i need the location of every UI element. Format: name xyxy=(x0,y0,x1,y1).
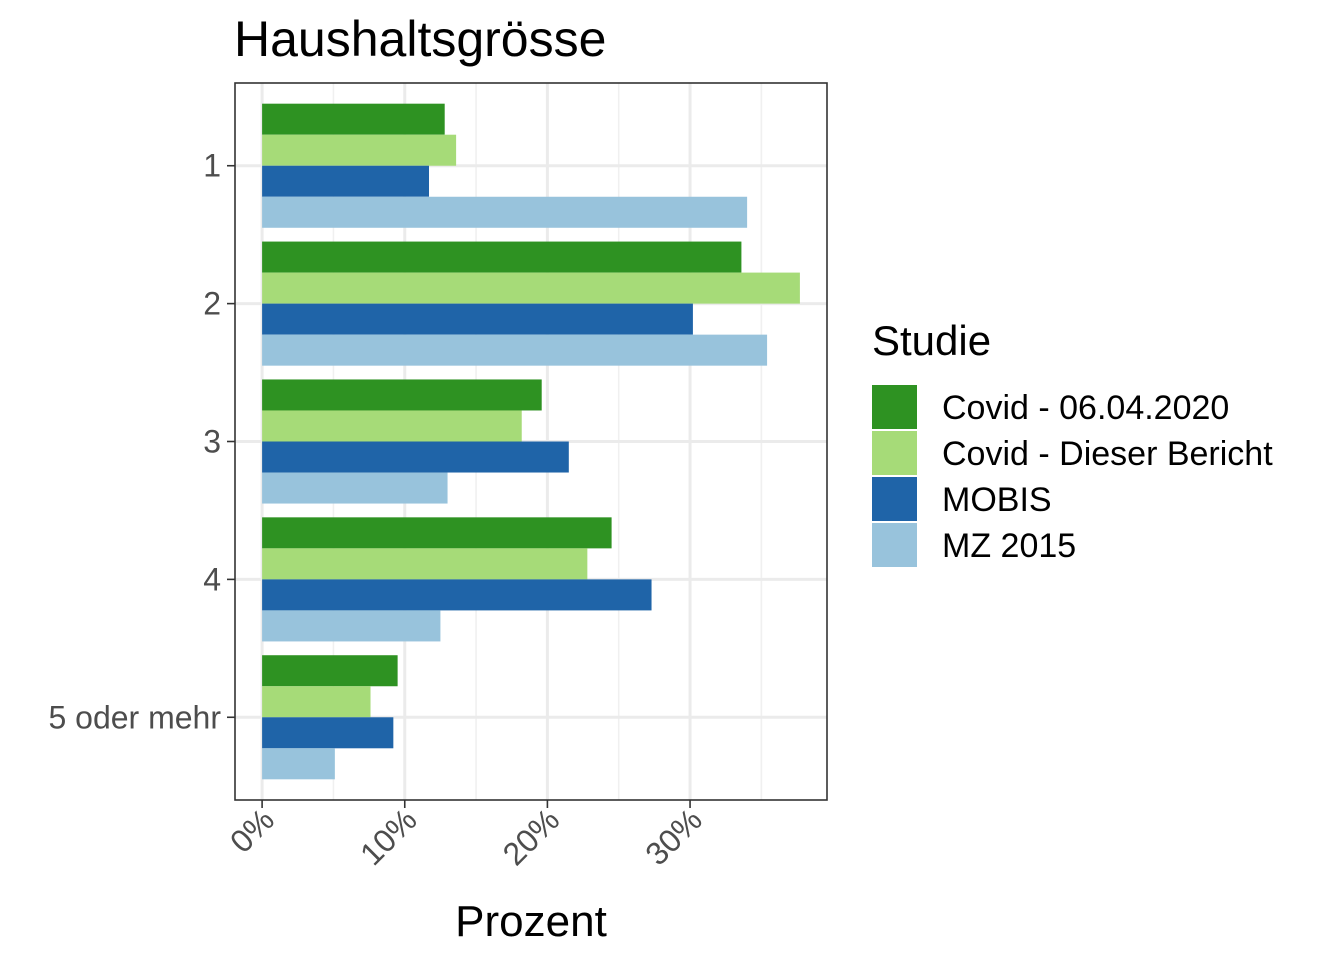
y-tick-label: 4 xyxy=(203,561,221,597)
bar xyxy=(262,165,430,197)
legend-key xyxy=(872,431,917,475)
legend-key xyxy=(872,385,917,429)
chart-title: Haushaltsgrösse xyxy=(234,11,606,67)
bar xyxy=(262,441,569,473)
x-axis: 0% 10% 20% 30% xyxy=(223,800,709,872)
y-axis: 1 2 3 4 5 oder mehr xyxy=(48,148,235,735)
legend: Studie Covid - 06.04.2020 Covid - Dieser … xyxy=(872,317,1273,567)
bar xyxy=(262,686,371,718)
legend-key xyxy=(872,477,917,521)
bar xyxy=(262,134,457,166)
legend-items: Covid - 06.04.2020 Covid - Dieser Bericht… xyxy=(872,385,1273,567)
plot-area xyxy=(234,82,828,801)
y-tick-label: 2 xyxy=(203,286,221,322)
bar xyxy=(262,748,335,780)
x-tick-label: 10% xyxy=(353,801,424,872)
x-tick-label: 0% xyxy=(223,801,281,859)
bar xyxy=(262,472,448,504)
bar xyxy=(262,655,398,687)
legend-key xyxy=(872,523,917,567)
x-axis-title: Prozent xyxy=(455,897,607,946)
bar xyxy=(262,379,542,411)
bar xyxy=(262,717,394,749)
y-tick-label: 3 xyxy=(203,424,221,460)
bar xyxy=(262,334,768,366)
x-tick-label: 20% xyxy=(496,801,567,872)
bar xyxy=(262,579,652,611)
legend-label: MOBIS xyxy=(942,481,1052,519)
x-tick-label: 30% xyxy=(638,801,709,872)
bar xyxy=(262,272,800,304)
bar xyxy=(262,548,588,580)
legend-label: Covid - Dieser Bericht xyxy=(942,435,1273,473)
legend-title: Studie xyxy=(872,317,991,364)
bar xyxy=(262,303,693,335)
bar xyxy=(262,196,748,228)
legend-label: MZ 2015 xyxy=(942,527,1076,565)
bar xyxy=(262,410,522,442)
y-tick-label: 1 xyxy=(203,148,221,184)
bar xyxy=(262,610,441,642)
bar xyxy=(262,517,612,549)
bar-marks xyxy=(262,103,800,780)
bar xyxy=(262,103,445,135)
legend-label: Covid - 06.04.2020 xyxy=(942,389,1229,427)
y-tick-label: 5 oder mehr xyxy=(48,699,221,735)
bar xyxy=(262,241,742,273)
